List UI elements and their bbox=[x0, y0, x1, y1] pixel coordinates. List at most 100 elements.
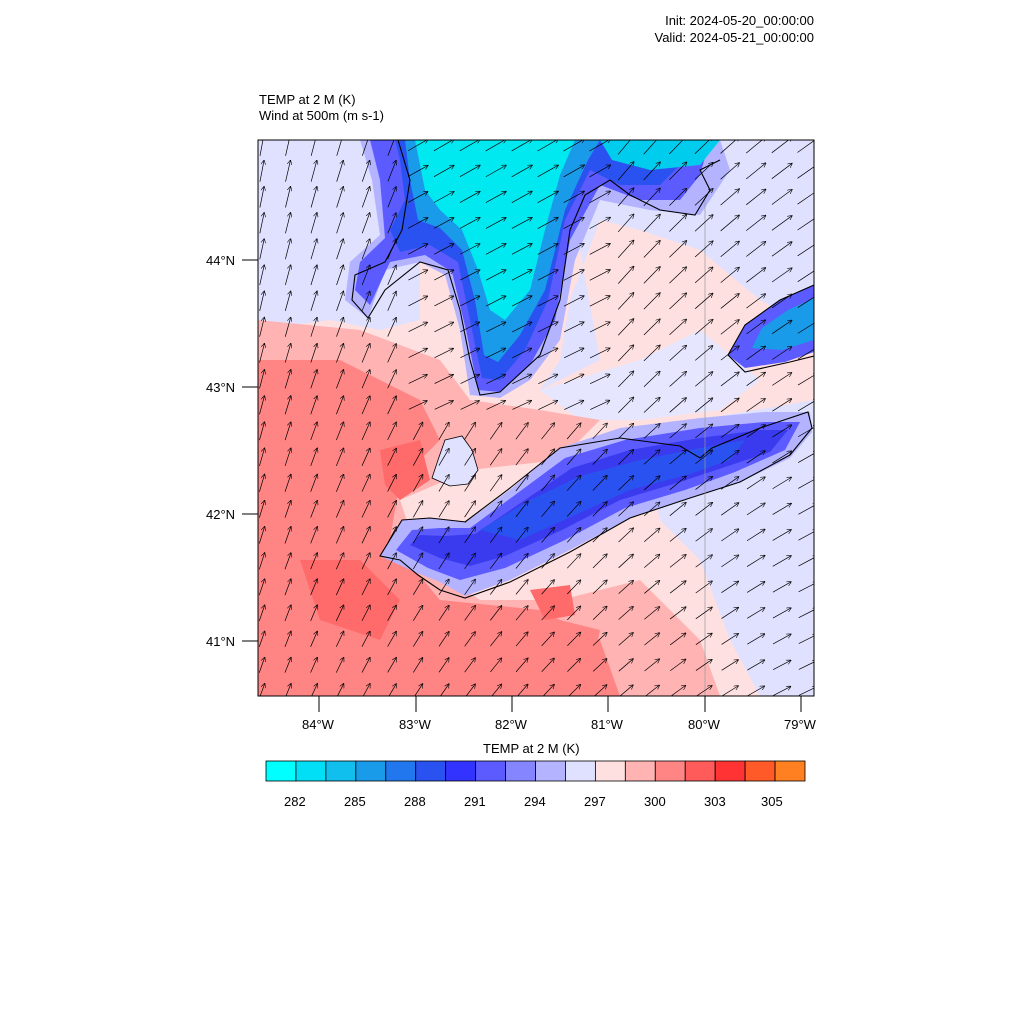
colorbar-box bbox=[505, 760, 536, 782]
wind-arrow bbox=[566, 475, 581, 491]
wind-arrow bbox=[438, 553, 449, 570]
wind-arrow bbox=[387, 553, 397, 570]
wind-arrow bbox=[310, 553, 318, 570]
wind-arrow bbox=[541, 606, 555, 621]
wind-arrow bbox=[798, 582, 814, 593]
wind-arrow bbox=[485, 244, 506, 255]
wind-arrow bbox=[669, 581, 686, 594]
wind-arrow bbox=[515, 658, 528, 673]
wind-arrow bbox=[643, 293, 660, 310]
wind-arrow bbox=[285, 239, 290, 260]
wind-arrow bbox=[618, 371, 633, 388]
wind-arrow bbox=[387, 160, 396, 182]
wind-arrow bbox=[335, 631, 343, 647]
wind-arrow bbox=[361, 187, 369, 208]
wind-arrow bbox=[721, 503, 739, 516]
wind-arrow bbox=[537, 165, 559, 178]
wind-arrow bbox=[489, 527, 502, 544]
wind-arrow bbox=[412, 475, 422, 492]
wind-arrow bbox=[563, 217, 585, 229]
wind-arrow bbox=[695, 398, 712, 413]
wind-arrow bbox=[412, 448, 422, 466]
wind-arrow bbox=[695, 529, 713, 542]
wind-arrow bbox=[336, 213, 344, 234]
wind-arrow bbox=[643, 476, 660, 491]
wind-arrow bbox=[387, 474, 397, 492]
wind-arrow bbox=[797, 294, 814, 308]
wind-arrow bbox=[464, 501, 476, 518]
wind-arrow bbox=[669, 633, 686, 646]
wind-arrow bbox=[772, 582, 791, 593]
wind-arrow bbox=[720, 163, 740, 180]
wind-arrow bbox=[259, 422, 264, 441]
wind-arrow bbox=[361, 501, 370, 518]
wind-arrow bbox=[515, 449, 528, 466]
colorbar-label: 297 bbox=[584, 794, 606, 809]
wind-arrow bbox=[285, 186, 290, 208]
wind-arrow bbox=[746, 451, 765, 464]
wind-arrow bbox=[592, 476, 607, 491]
wind-arrow bbox=[563, 296, 584, 307]
wind-arrow bbox=[643, 424, 660, 439]
wind-arrow bbox=[284, 657, 291, 673]
wind-arrow bbox=[669, 450, 686, 465]
wind-arrow bbox=[408, 296, 427, 307]
wind-arrow bbox=[772, 451, 792, 464]
wind-arrow bbox=[438, 422, 449, 440]
wind-arrow bbox=[746, 372, 766, 386]
wind-arrow bbox=[489, 423, 502, 440]
colorbar-box bbox=[684, 760, 716, 782]
wind-arrow bbox=[284, 500, 291, 518]
wind-arrow bbox=[489, 579, 501, 595]
wind-arrow bbox=[335, 657, 343, 673]
wind-arrow bbox=[361, 160, 369, 182]
wind-arrow bbox=[797, 347, 814, 360]
wind-arrow bbox=[537, 191, 559, 203]
wind-arrow bbox=[541, 527, 555, 543]
wind-arrow bbox=[511, 165, 533, 178]
wind-arrow bbox=[412, 422, 422, 440]
lake-ontario-core bbox=[752, 298, 814, 350]
hot-spot-4 bbox=[555, 620, 600, 680]
wind-arrow bbox=[643, 162, 661, 181]
wind-arrow bbox=[464, 475, 476, 492]
wind-arrow bbox=[542, 684, 554, 696]
colorbar-box bbox=[624, 760, 656, 782]
wind-arrow bbox=[567, 632, 580, 646]
wind-arrow bbox=[537, 140, 559, 152]
wind-arrow bbox=[772, 346, 792, 360]
wind-arrow bbox=[310, 605, 318, 622]
wind-arrow bbox=[361, 265, 370, 286]
wind-arrow bbox=[617, 162, 634, 181]
wind-arrow bbox=[669, 398, 687, 413]
wind-arrow bbox=[412, 527, 422, 544]
wind-arrow bbox=[617, 240, 634, 258]
wind-arrow bbox=[460, 348, 479, 358]
wind-arrow bbox=[771, 242, 792, 257]
wind-arrow bbox=[564, 374, 584, 385]
wind-arrow bbox=[589, 140, 610, 152]
wind-arrow bbox=[361, 657, 370, 673]
wind-arrow bbox=[566, 501, 581, 517]
wind-arrow bbox=[721, 660, 739, 671]
wind-arrow bbox=[387, 344, 397, 363]
wind-arrow bbox=[407, 192, 428, 203]
wind-arrow bbox=[490, 606, 501, 621]
wind-arrow bbox=[592, 606, 607, 620]
wind-arrow bbox=[695, 633, 712, 645]
wind-arrow bbox=[310, 343, 317, 363]
wind-arrow bbox=[563, 348, 584, 359]
wind-arrow bbox=[387, 605, 397, 621]
wind-arrow bbox=[310, 448, 318, 467]
wind-arrow bbox=[512, 374, 531, 384]
wind-arrow bbox=[669, 215, 686, 232]
wind-arrow bbox=[797, 321, 814, 334]
wind-arrow bbox=[434, 296, 453, 307]
wind-arrow bbox=[589, 165, 610, 178]
wind-arrow bbox=[617, 188, 634, 207]
wind-arrow bbox=[538, 400, 557, 410]
wind-arrow bbox=[772, 477, 792, 490]
wind-arrow bbox=[798, 451, 814, 463]
wind-arrow bbox=[511, 296, 532, 307]
wind-arrow bbox=[336, 160, 344, 182]
